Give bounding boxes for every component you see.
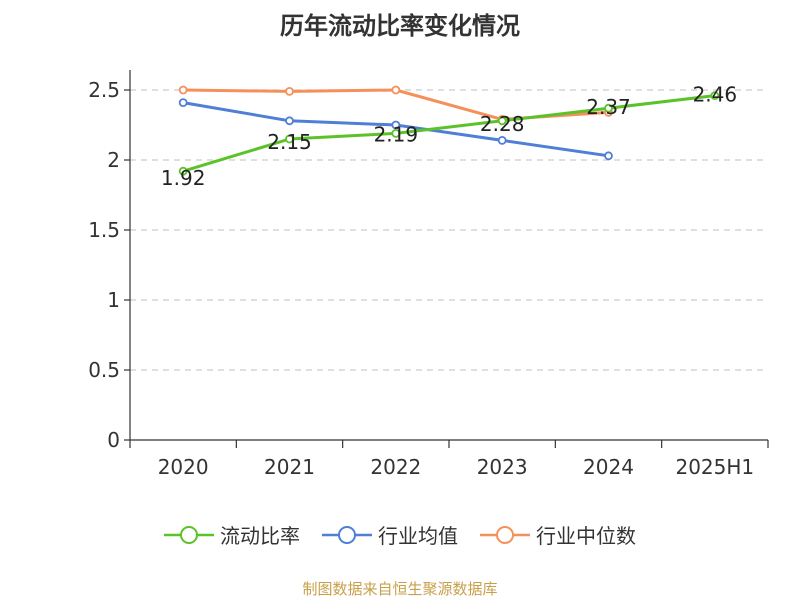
y-tick-label: 0.5 bbox=[88, 358, 120, 382]
legend-swatch-industry-median bbox=[480, 525, 530, 544]
data-point bbox=[497, 116, 507, 126]
data-label: 2.15 bbox=[267, 130, 312, 154]
data-point bbox=[604, 103, 613, 113]
data-label: 2.37 bbox=[586, 95, 631, 119]
legend-item-industry-mean[interactable]: 行业均值 bbox=[322, 520, 458, 549]
y-tick-label: 1.5 bbox=[88, 218, 120, 242]
legend-label-industry-mean: 行业均值 bbox=[378, 524, 458, 548]
x-tick-label: 2025H1 bbox=[675, 455, 754, 479]
data-point bbox=[391, 85, 401, 95]
data-label: 2.28 bbox=[480, 112, 525, 136]
y-tick-label: 2 bbox=[107, 148, 120, 172]
data-point bbox=[285, 134, 294, 144]
data-point bbox=[178, 85, 188, 95]
chart-title: 历年流动比率变化情况 bbox=[280, 12, 520, 40]
data-label: 1.92 bbox=[161, 166, 206, 190]
chart-legend: 流动比率 行业均值 行业中位数 bbox=[0, 520, 800, 549]
x-tick-label: 2022 bbox=[370, 455, 421, 479]
y-tick-label: 0 bbox=[107, 428, 120, 452]
legend-label-current-ratio: 流动比率 bbox=[220, 524, 300, 548]
data-point bbox=[391, 120, 401, 130]
legend-item-industry-median[interactable]: 行业中位数 bbox=[480, 520, 636, 549]
data-source-note: 制图数据来自恒生聚源数据库 bbox=[302, 580, 498, 598]
x-tick-label: 2023 bbox=[477, 455, 528, 479]
legend-swatch-industry-mean bbox=[322, 525, 372, 544]
x-tick-label: 2020 bbox=[158, 455, 209, 479]
data-point bbox=[285, 87, 294, 96]
data-point bbox=[604, 151, 613, 161]
y-tick-label: 1 bbox=[107, 288, 120, 312]
data-point bbox=[178, 98, 188, 107]
data-point bbox=[285, 116, 294, 126]
data-point bbox=[391, 128, 401, 138]
y-tick-label: 2.5 bbox=[88, 78, 120, 102]
series-line bbox=[182, 94, 716, 173]
data-label: 2.19 bbox=[374, 122, 419, 146]
legend-swatch-current-ratio bbox=[164, 525, 214, 544]
data-label: 2.46 bbox=[693, 83, 738, 107]
data-point bbox=[497, 135, 507, 145]
legend-item-current-ratio[interactable]: 流动比率 bbox=[164, 520, 300, 549]
x-tick-label: 2024 bbox=[583, 455, 634, 479]
x-tick-label: 2021 bbox=[264, 455, 315, 479]
legend-label-industry-median: 行业中位数 bbox=[536, 524, 636, 548]
data-point bbox=[710, 91, 720, 100]
data-point bbox=[178, 166, 188, 176]
